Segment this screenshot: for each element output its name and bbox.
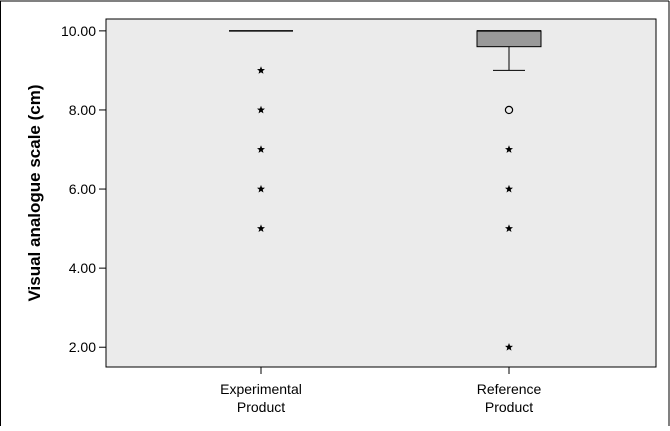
outlier-star bbox=[257, 184, 265, 193]
y-axis-label: Visual analogue scale (cm) bbox=[25, 85, 44, 302]
y-tick-label: 8.00 bbox=[69, 102, 96, 118]
outlier-star bbox=[505, 224, 513, 232]
outliers bbox=[257, 66, 514, 351]
outlier-star bbox=[505, 145, 513, 153]
y-tick-label: 10.00 bbox=[61, 23, 96, 39]
outlier-star bbox=[505, 184, 513, 193]
plot-area bbox=[105, 18, 657, 368]
outlier-star bbox=[257, 105, 265, 114]
outlier-star bbox=[505, 343, 513, 351]
y-axis-ticks: 2.00 4.00 6.00 8.00 10.00 bbox=[61, 23, 106, 355]
outlier-star bbox=[257, 145, 265, 153]
x-axis-ticks: Experimental Product Reference Product bbox=[220, 367, 542, 415]
outlier-star bbox=[257, 224, 265, 232]
outlier-circle bbox=[504, 105, 514, 115]
x-tick-label-line1: Experimental bbox=[220, 381, 302, 397]
y-tick-label: 4.00 bbox=[69, 260, 96, 276]
outlier-star bbox=[257, 66, 265, 74]
boxes bbox=[229, 30, 542, 71]
x-tick-label-line2: Product bbox=[237, 399, 285, 415]
y-tick-label: 2.00 bbox=[69, 339, 96, 355]
x-tick-label-line2: Product bbox=[485, 399, 533, 415]
y-tick-label: 6.00 bbox=[69, 181, 96, 197]
x-tick-label-line1: Reference bbox=[477, 381, 542, 397]
box-iqr bbox=[476, 30, 542, 48]
